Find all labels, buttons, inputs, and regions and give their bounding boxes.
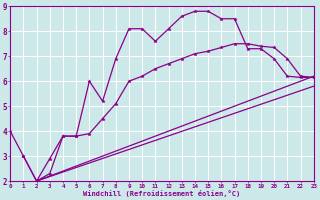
- X-axis label: Windchill (Refroidissement éolien,°C): Windchill (Refroidissement éolien,°C): [83, 190, 241, 197]
